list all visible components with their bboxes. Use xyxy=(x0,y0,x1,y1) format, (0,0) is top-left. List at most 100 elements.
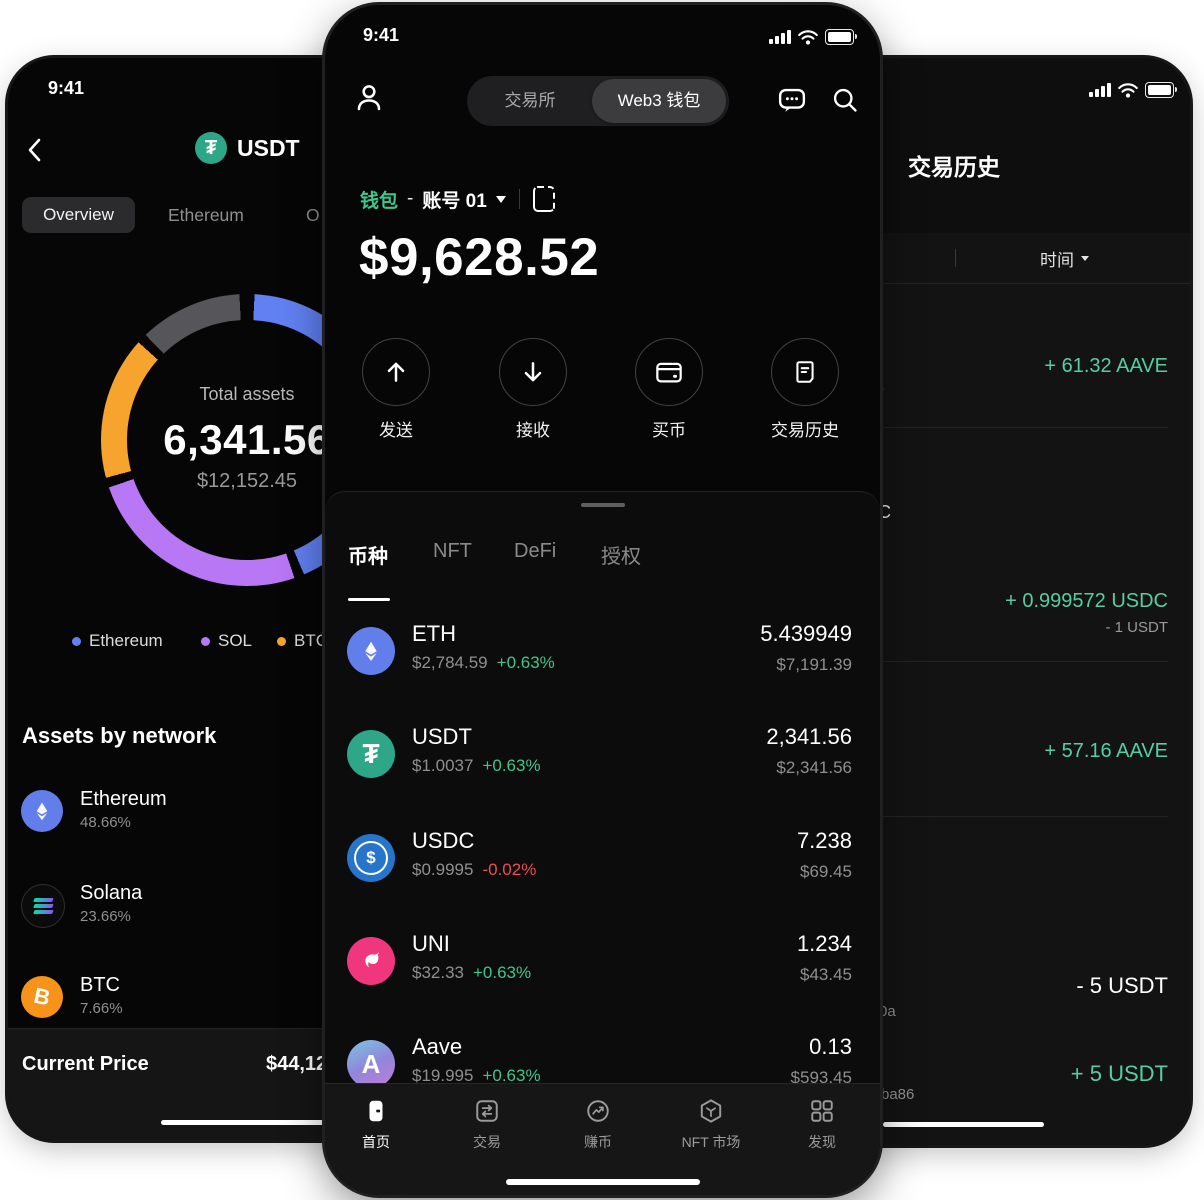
chat-icon[interactable] xyxy=(777,85,807,115)
token-row-usdc[interactable]: $ USDC $0.9995 -0.02% 7.238 $69.45 xyxy=(325,806,880,910)
toggle-exchange[interactable]: 交易所 xyxy=(467,76,593,126)
send-label: 发送 xyxy=(379,421,413,440)
total-balance: $9,628.52 xyxy=(359,228,600,287)
txn-amount[interactable]: + 0.999572 USDC xyxy=(1005,590,1168,612)
switch-account-icon[interactable] xyxy=(532,186,555,212)
history-button[interactable]: 交易历史 xyxy=(762,338,848,441)
toggle-web3-wallet[interactable]: Web3 钱包 xyxy=(592,79,726,123)
tab-ethereum[interactable]: Ethereum xyxy=(168,197,244,233)
nav-discover[interactable]: 发现 xyxy=(772,1098,872,1152)
token-amount: 2,341.56 xyxy=(766,724,852,749)
tab-clipped-label: O xyxy=(306,205,320,225)
current-price-value: $44,12 xyxy=(266,1053,328,1075)
tab-overview[interactable]: Overview xyxy=(22,197,135,233)
battery-icon xyxy=(1145,82,1177,98)
wallet-type-label: 钱包 xyxy=(360,190,399,212)
usdc-icon: $ xyxy=(347,834,395,882)
toggle-web3-wallet-label: Web3 钱包 xyxy=(617,91,701,110)
tether-glyph: ₮ xyxy=(204,136,218,159)
txn-amount[interactable]: + 5 USDT xyxy=(1070,1061,1168,1086)
legend-dot-ethereum xyxy=(72,636,81,646)
tab-clipped[interactable]: O xyxy=(306,197,320,233)
token-symbol: USDC xyxy=(412,828,475,853)
tab-coins[interactable]: 币种 xyxy=(348,540,388,569)
center-status-time: 9:41 xyxy=(363,25,400,45)
truncated-title: C xyxy=(878,502,891,522)
home-indicator[interactable] xyxy=(161,1120,326,1125)
eth-icon xyxy=(347,627,395,675)
tab-defi[interactable]: DeFi xyxy=(514,540,556,563)
total-assets-value: 6,341.56 xyxy=(163,416,331,463)
token-price: $2,784.59 xyxy=(412,653,488,672)
home-indicator[interactable] xyxy=(505,1179,700,1185)
buy-crypto-label: 买币 xyxy=(652,421,686,440)
tab-approvals[interactable]: 授权 xyxy=(601,540,641,569)
toggle-exchange-label: 交易所 xyxy=(504,91,556,110)
token-amount: 1.234 xyxy=(796,931,852,956)
txn-amount[interactable]: - 5 USDT xyxy=(1076,973,1168,998)
token-row-uni[interactable]: UNI $32.33 +0.63% 1.234 $43.45 xyxy=(325,909,880,1013)
ethereum-icon xyxy=(21,790,63,832)
wallet-selector[interactable]: 钱包 - 账号 01 xyxy=(360,185,555,213)
txn-amount[interactable]: + 57.16 AAVE xyxy=(1044,740,1168,762)
tab-approvals-label: 授权 xyxy=(601,546,641,568)
tether-glyph: ₮ xyxy=(362,738,380,769)
assets-sheet: 币种 NFT DeFi 授权 ETH $2,784.59 +0.63% 5.43… xyxy=(325,491,880,1195)
profile-icon[interactable] xyxy=(353,81,385,113)
network-name: BTC xyxy=(80,974,120,996)
wallet-separator: - xyxy=(407,188,414,209)
buy-crypto-button[interactable]: 买币 xyxy=(629,338,709,441)
nav-home[interactable]: 首页 xyxy=(326,1098,426,1152)
nav-earn[interactable]: 赚币 xyxy=(548,1098,648,1152)
token-price: $1.0037 xyxy=(412,756,474,775)
token-symbol: UNI xyxy=(412,931,450,956)
history-title: 交易历史 xyxy=(908,154,1000,180)
bottom-nav: 首页 交易 赚币 NFT 市场 xyxy=(325,1083,880,1195)
token-row-aave[interactable]: A Aave $19.995 +0.63% 0.13 $593.45 xyxy=(325,1012,880,1116)
token-value: $593.45 xyxy=(790,1068,852,1087)
total-assets-usd: $12,152.45 xyxy=(196,470,298,492)
uni-icon xyxy=(347,937,395,985)
network-percent: 7.66% xyxy=(80,1000,123,1017)
page-title: ₮ USDT xyxy=(195,130,300,166)
nft-hexagon-icon xyxy=(698,1098,724,1124)
drag-handle[interactable] xyxy=(580,503,625,507)
network-name: Solana xyxy=(80,882,143,904)
token-row-eth[interactable]: ETH $2,784.59 +0.63% 5.439949 $7,191.39 xyxy=(325,599,880,703)
caret-down-icon xyxy=(1081,255,1089,261)
token-symbol: Aave xyxy=(412,1034,463,1059)
back-chevron-icon[interactable] xyxy=(24,137,46,163)
home-indicator[interactable] xyxy=(883,1122,1044,1127)
nav-trade[interactable]: 交易 xyxy=(437,1098,537,1152)
token-symbol: USDT xyxy=(412,724,472,749)
token-value: $7,191.39 xyxy=(776,655,852,674)
signal-icon xyxy=(769,30,791,44)
legend-item-btc: BTC xyxy=(277,628,328,654)
token-change: +0.63% xyxy=(482,1066,541,1085)
time-filter[interactable]: 时间 xyxy=(1040,233,1089,283)
nav-nft-market-label: NFT 市场 xyxy=(681,1134,741,1150)
send-button[interactable]: 发送 xyxy=(356,338,436,441)
token-price: $0.9995 xyxy=(412,860,474,879)
btc-glyph: B xyxy=(31,982,53,1011)
network-row-btc[interactable]: B BTC 7.66% xyxy=(21,974,458,1018)
network-name: Ethereum xyxy=(80,788,167,810)
history-doc-icon xyxy=(771,338,839,406)
wifi-icon xyxy=(1118,82,1138,98)
truncated-address: ba86 xyxy=(881,1086,915,1103)
nav-trade-label: 交易 xyxy=(473,1134,501,1150)
total-assets-label: Total assets xyxy=(199,384,295,404)
tab-nft[interactable]: NFT xyxy=(433,540,472,563)
nav-nft-market[interactable]: NFT 市场 xyxy=(661,1098,761,1152)
page-title-label: USDT xyxy=(237,134,300,161)
legend-label: SOL xyxy=(218,631,253,650)
receive-label: 接收 xyxy=(516,421,550,440)
search-icon[interactable] xyxy=(831,86,859,114)
current-price-label: Current Price xyxy=(22,1053,149,1075)
txn-amount[interactable]: + 61.32 AAVE xyxy=(1044,355,1168,377)
signal-icon xyxy=(1089,83,1111,97)
token-row-usdt[interactable]: ₮ USDT $1.0037 +0.63% 2,341.56 $2,341.56 xyxy=(325,702,880,806)
receive-button[interactable]: 接收 xyxy=(493,338,573,441)
network-row-ethereum[interactable]: Ethereum 48.66% xyxy=(21,788,458,832)
network-row-solana[interactable]: Solana 23.66% xyxy=(21,882,458,928)
